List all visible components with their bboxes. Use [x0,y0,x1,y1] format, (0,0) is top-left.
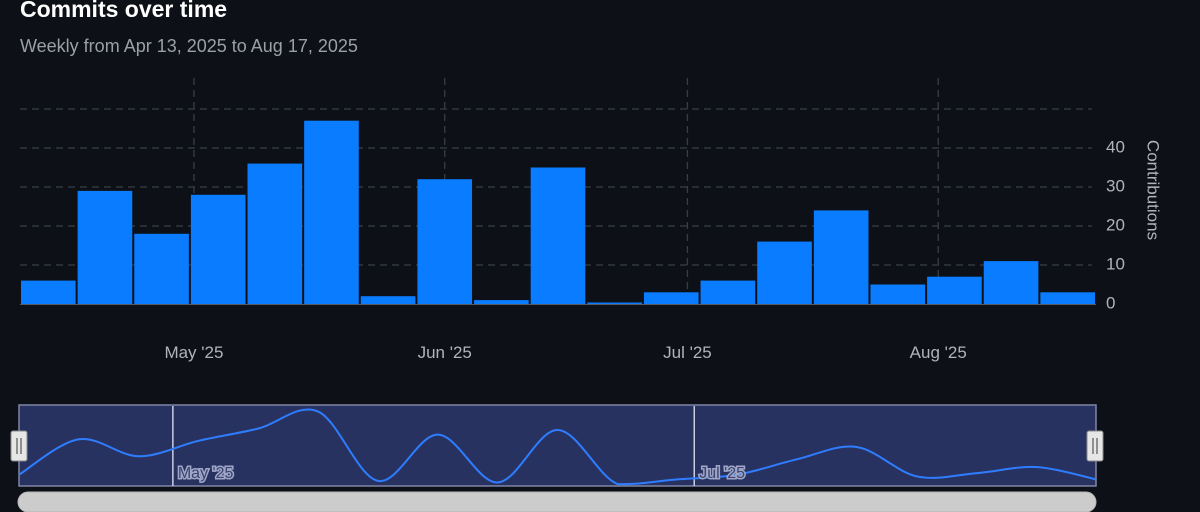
bar[interactable] [927,276,982,304]
bar[interactable] [190,194,246,304]
bar-series [20,120,1096,305]
bar[interactable] [530,167,586,305]
bar[interactable] [813,210,869,304]
navigator-labels: May '25 Jul '25 [176,464,746,484]
x-tick-label: Aug '25 [910,343,967,362]
bar[interactable] [643,292,699,304]
navigator-right-handle[interactable] [1086,430,1104,462]
navigator-label: May '25 [178,465,234,482]
navigator-selection[interactable] [18,404,1097,487]
bar[interactable] [587,302,642,305]
bar[interactable] [134,233,189,304]
bar[interactable] [757,241,812,304]
bar[interactable] [360,296,416,304]
navigator-series-line [18,408,1097,486]
y-tick-label: 0 [1106,293,1115,312]
bar[interactable] [1040,292,1095,304]
scrollbar-thumb[interactable] [17,491,1097,512]
x-tick-label: Jun '25 [418,343,472,362]
x-tick-label: Jul '25 [663,343,712,362]
bar[interactable] [870,284,926,305]
bar[interactable] [247,163,303,304]
x-tick-label: May '25 [164,343,223,362]
x-axis-ticks: May '25 Jun '25 Jul '25 Aug '25 [164,343,966,362]
navigator[interactable]: May '25 Jul '25 [10,404,1104,487]
bar[interactable] [700,280,756,304]
chart-subtitle: Weekly from Apr 13, 2025 to Aug 17, 2025 [20,36,358,56]
bar[interactable] [417,179,473,304]
chart-title: Commits over time [20,0,228,22]
bar[interactable] [77,190,133,304]
bar[interactable] [21,280,76,304]
y-tick-label: 30 [1106,176,1125,195]
y-tick-label: 20 [1106,215,1125,234]
y-axis-label: Contributions [1144,140,1163,240]
bar[interactable] [474,300,529,304]
y-tick-label: 40 [1106,137,1125,156]
y-axis-ticks: 0 10 20 30 40 [1106,137,1125,312]
navigator-label: Jul '25 [699,465,745,482]
y-tick-label: 10 [1106,254,1125,273]
navigator-dividers [172,406,696,486]
bar[interactable] [983,261,1039,304]
bar[interactable] [304,120,359,304]
navigator-left-handle[interactable] [10,430,28,462]
